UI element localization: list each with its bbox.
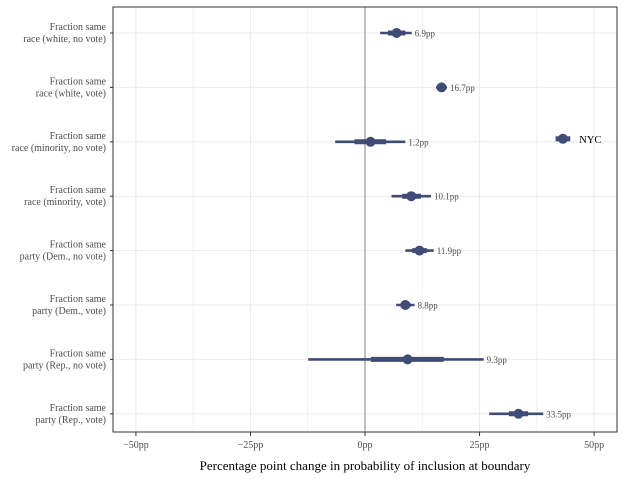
row-label-line2: party (Rep., vote) xyxy=(35,415,106,426)
value-label: 33.5pp xyxy=(546,409,571,419)
x-tick-label: 25pp xyxy=(470,440,490,451)
row-label-line1: Fraction same xyxy=(50,348,107,359)
value-label: 9.3pp xyxy=(487,355,508,365)
value-label: 6.9pp xyxy=(415,29,436,39)
x-tick-labels: −50pp −25pp 0pp 25pp 50pp xyxy=(123,432,604,451)
row-label-line1: Fraction same xyxy=(50,185,107,196)
value-label: 1.2pp xyxy=(408,137,429,147)
x-tick-label: 0pp xyxy=(358,440,373,451)
x-tick-label: −25pp xyxy=(238,440,264,451)
value-label: 10.1pp xyxy=(434,192,459,202)
row-label-line1: Fraction same xyxy=(50,294,107,305)
row-label-line2: party (Dem., vote) xyxy=(32,306,106,317)
value-label: 8.8pp xyxy=(417,301,438,311)
row-label-line1: Fraction same xyxy=(50,22,107,33)
row-label-line2: race (minority, no vote) xyxy=(12,143,106,154)
row-label-line1: Fraction same xyxy=(50,131,107,142)
nyc-label: NYC xyxy=(579,135,601,146)
row-label-line1: Fraction same xyxy=(50,76,107,87)
row-label-line2: party (Rep., no vote) xyxy=(23,360,106,371)
nyc-point-estimate xyxy=(557,133,568,144)
row-label-line1: Fraction same xyxy=(50,403,107,414)
marks-layer: 6.9pp 16.7pp 1.2pp 10.1pp 11.9pp 8.8pp 9.3pp 33… xyxy=(308,28,601,419)
x-axis-label: Percentage point change in probability o… xyxy=(200,458,531,473)
point-estimate xyxy=(391,28,402,38)
row-label-line2: race (minority, vote) xyxy=(24,197,106,208)
x-tick-label: 50pp xyxy=(584,440,604,451)
point-estimate xyxy=(400,300,411,310)
point-estimate xyxy=(402,354,413,365)
value-label: 11.9pp xyxy=(437,246,462,256)
row-label-line2: race (white, no vote) xyxy=(23,34,106,45)
row-label-line1: Fraction same xyxy=(50,240,107,251)
point-estimate xyxy=(513,408,524,419)
panel-border xyxy=(112,6,618,433)
value-label: 16.7pp xyxy=(450,83,475,93)
x-tick-label: −50pp xyxy=(123,440,149,451)
point-estimate xyxy=(365,136,376,147)
point-estimate xyxy=(406,191,417,202)
point-estimate xyxy=(436,82,447,93)
point-estimate xyxy=(414,245,425,256)
row-label-line2: race (white, vote) xyxy=(36,88,106,99)
row-label-line2: party (Dem., no vote) xyxy=(20,252,106,263)
